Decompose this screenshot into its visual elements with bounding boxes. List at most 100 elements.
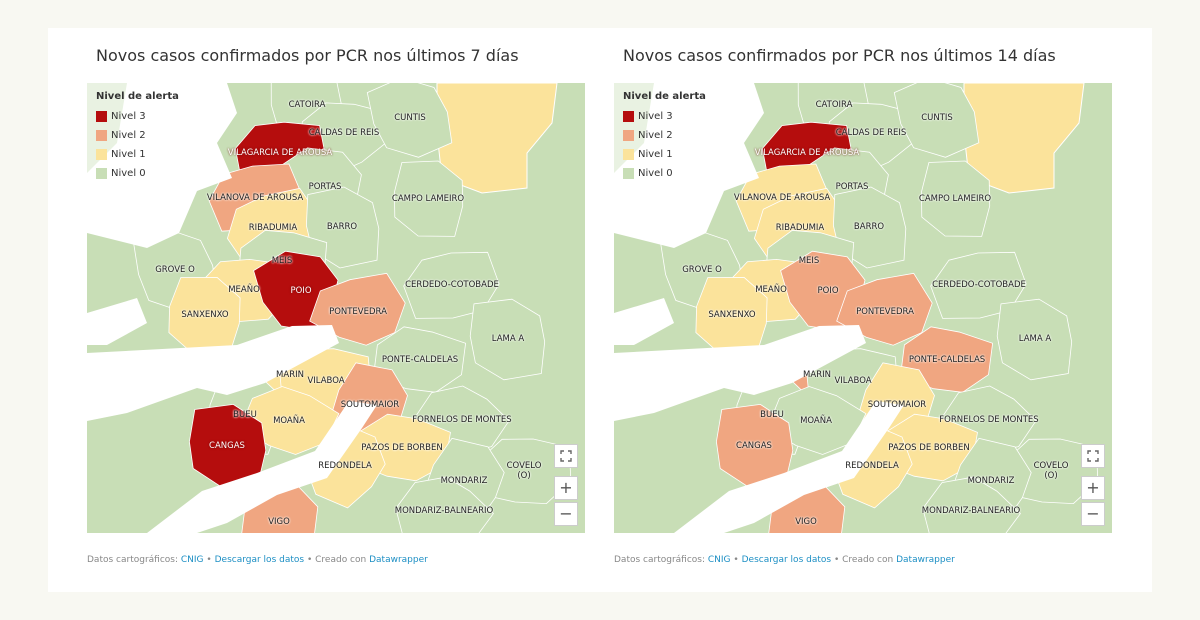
place-label: CATOIRA [288, 100, 326, 110]
download-link[interactable]: Descargar los datos [741, 555, 832, 565]
place-label: PONTEVEDRA [329, 307, 387, 317]
municipality [836, 272, 933, 346]
map-canvas [614, 83, 1099, 533]
separator: • [206, 555, 212, 565]
legend-item: Nivel 3 [96, 107, 195, 126]
place-label: FORNELOS DE MONTES [412, 415, 512, 425]
municipality [188, 403, 267, 488]
place-label: COVELO (O) [1033, 461, 1069, 481]
legend-label: Nivel 0 [638, 168, 673, 179]
legend-item: Nivel 3 [623, 107, 722, 126]
legend-swatch [623, 149, 634, 160]
legend-label: Nivel 2 [111, 130, 146, 141]
municipality [393, 160, 464, 237]
sea [87, 298, 147, 345]
place-label: LAMA A [491, 334, 525, 344]
place-label: BUEU [233, 410, 257, 420]
place-label: VILANOVA DE AROUSA [733, 193, 831, 203]
legend-title: Nivel de alerta [623, 91, 706, 102]
map-title: Novos casos confirmados por PCR nos últi… [623, 46, 1056, 65]
download-link[interactable]: Descargar los datos [214, 555, 305, 565]
source-link[interactable]: CNIG [180, 555, 204, 565]
place-label: VILANOVA DE AROUSA [206, 193, 304, 203]
place-label: MARIN [276, 370, 304, 380]
legend-label: Nivel 3 [638, 111, 673, 122]
municipality [395, 476, 494, 533]
tool-link[interactable]: Datawrapper [896, 555, 955, 565]
legend-item: Nivel 2 [623, 126, 722, 145]
place-label: MEIS [271, 256, 293, 266]
legend-label: Nivel 0 [111, 168, 146, 179]
legend-item: Nivel 1 [623, 145, 722, 164]
place-label: VILABOA [307, 376, 345, 386]
separator: • [733, 555, 739, 565]
place-label: SOUTOMAIOR [340, 400, 400, 410]
map: CATOIRA CALDAS DE REIS CUNTIS VILAGARCIA DE… [614, 83, 1112, 533]
place-label: CAMPO LAMEIRO [918, 194, 992, 204]
card: Novos casos confirmados por PCR nos últi… [48, 28, 1152, 592]
municipality [922, 476, 1021, 533]
legend-swatch [96, 130, 107, 141]
place-label: VILAGARCIA DE AROUSA [227, 148, 333, 158]
place-label: PAZOS DE BORBEN [888, 443, 970, 453]
map-panel: Novos casos confirmados por PCR nos últi… [614, 28, 1114, 592]
place-label: REDONDELA [845, 461, 899, 471]
place-label: CAMPO LAMEIRO [391, 194, 465, 204]
place-label: SANXENXO [181, 310, 229, 320]
zoom-out-button[interactable]: − [1081, 502, 1105, 526]
fullscreen-icon [560, 450, 572, 462]
place-label: COVELO (O) [506, 461, 542, 481]
place-label: PORTAS [835, 182, 869, 192]
regions [133, 83, 572, 533]
place-label: MONDARIZ-BALNEARIO [921, 506, 1021, 516]
sea [87, 325, 339, 421]
footer-text: Creado con [842, 555, 894, 565]
place-label: BARRO [853, 222, 885, 232]
place-label: CALDAS DE REIS [835, 128, 907, 138]
source-link[interactable]: CNIG [707, 555, 731, 565]
legend-label: Nivel 2 [638, 130, 673, 141]
place-label: LAMA A [1018, 334, 1052, 344]
legend-swatch [623, 130, 634, 141]
place-label: GROVE O [682, 265, 722, 275]
legend-swatch [623, 111, 634, 122]
legend-item: Nivel 0 [623, 164, 722, 183]
legend-label: Nivel 3 [111, 111, 146, 122]
place-label: VILAGARCIA DE AROUSA [754, 148, 860, 158]
municipality [893, 83, 980, 158]
place-label: MARIN [803, 370, 831, 380]
municipality [899, 326, 994, 393]
zoom-out-button[interactable]: − [554, 502, 578, 526]
zoom-in-button[interactable]: + [1081, 476, 1105, 500]
footer: Datos cartográficos: CNIG • Descargar lo… [87, 555, 428, 565]
place-label: CUNTIS [394, 113, 426, 123]
tool-link[interactable]: Datawrapper [369, 555, 428, 565]
map: CATOIRA CALDAS DE REIS CUNTIS VILAGARCIA DE… [87, 83, 585, 533]
place-label: MONDARIZ [440, 476, 488, 486]
place-label: CATOIRA [815, 100, 853, 110]
fullscreen-button[interactable] [554, 444, 578, 468]
fullscreen-button[interactable] [1081, 444, 1105, 468]
place-label: RIBADUMIA [248, 223, 298, 233]
place-label: PORTAS [308, 182, 342, 192]
place-label: CANGAS [736, 441, 772, 451]
footer-text: Datos cartográficos: [87, 555, 179, 565]
place-label: MONDARIZ [967, 476, 1015, 486]
place-label: CERDEDO-COTOBADE [405, 280, 499, 290]
place-label: MOAÑA [273, 416, 305, 426]
municipality [996, 298, 1073, 381]
zoom-in-button[interactable]: + [554, 476, 578, 500]
legend-swatch [96, 149, 107, 160]
place-label: MEAÑO [228, 285, 260, 295]
sea [147, 401, 377, 533]
place-label: POIO [817, 286, 839, 296]
place-label: PAZOS DE BORBEN [361, 443, 443, 453]
map-canvas [87, 83, 572, 533]
map-title: Novos casos confirmados por PCR nos últi… [96, 46, 519, 65]
footer: Datos cartográficos: CNIG • Descargar lo… [614, 555, 955, 565]
municipality [715, 403, 794, 488]
legend-label: Nivel 1 [638, 149, 673, 160]
legend: Nivel de alerta Nivel 3 Nivel 2 Nivel 1 Nive… [87, 83, 195, 183]
legend-item: Nivel 1 [96, 145, 195, 164]
place-label: PONTE-CALDELAS [381, 355, 459, 365]
